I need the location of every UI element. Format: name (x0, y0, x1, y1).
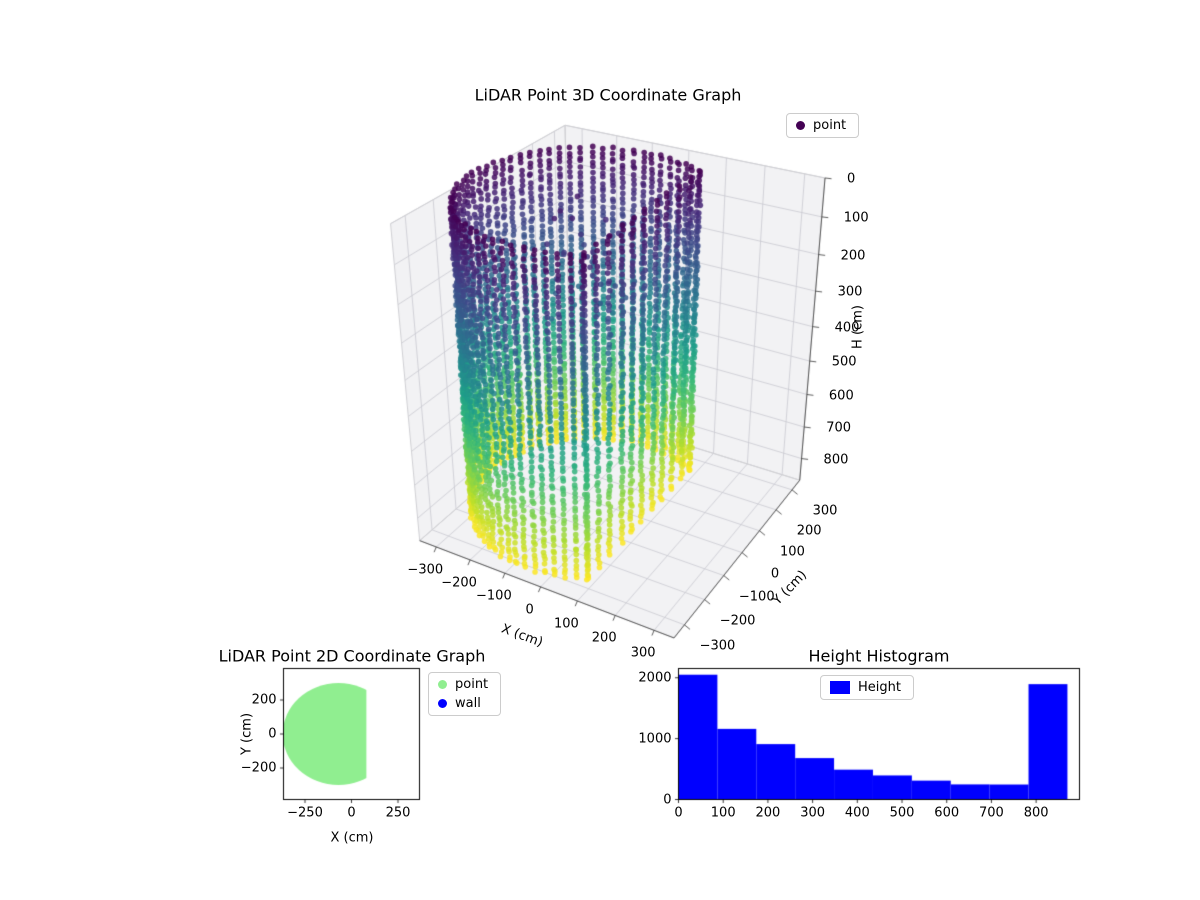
histogram-legend: Height (820, 675, 914, 700)
plot3d-x-tick-label: −200 (441, 575, 477, 591)
plot3d-h-tick-label: 400 (834, 320, 860, 336)
plot3d-x-tick-label: 0 (525, 602, 534, 618)
plot2d-x-tick-label: 250 (385, 805, 411, 820)
plot2d-legend-item-wall: wall (438, 697, 488, 710)
point-marker-icon (796, 121, 805, 130)
plot2d-legend-label-point: point (455, 677, 489, 692)
plot3d-h-tick-label: 300 (837, 284, 863, 300)
histogram-x-tick-label: 500 (889, 805, 915, 820)
plot2d-y-tick-label: 0 (268, 726, 277, 742)
plot2d-y-tick-label: −200 (240, 760, 277, 776)
plot2d-x-tick-label: −250 (287, 805, 323, 820)
histogram-y-tick-label: 0 (663, 792, 672, 807)
histogram-x-tick-label: 400 (844, 805, 870, 820)
plot3d-x-tick-label: 200 (591, 630, 617, 646)
plot2d-legend-label-wall: wall (455, 696, 481, 711)
plot3d-x-tick-label: 300 (630, 645, 656, 661)
histogram-x-tick-label: 0 (674, 805, 683, 820)
histogram-title: Height Histogram (808, 646, 950, 666)
plot3d-h-tick-label: 700 (826, 420, 852, 436)
plot3d-y-tick-label: −200 (719, 613, 756, 629)
histogram-x-tick-label: 100 (710, 805, 736, 820)
plot2d-x-tick-label: 0 (347, 805, 356, 820)
plot3d-y-tick-label: 300 (812, 503, 838, 519)
histogram-x-tick-label: 300 (800, 805, 826, 820)
plot3d-h-tick-label: 600 (828, 388, 854, 403)
histogram-x-tick-label: 800 (1023, 805, 1049, 820)
histogram-legend-label: Height (858, 680, 901, 695)
plot3d-h-tick-label: 200 (840, 248, 866, 264)
histogram-y-tick-label: 2000 (638, 670, 672, 686)
plot3d-h-tick-label: 100 (843, 210, 869, 226)
plot3d-title: LiDAR Point 3D Coordinate Graph (474, 85, 742, 105)
plot3d-legend-label: point (813, 118, 847, 133)
plot3d-y-tick-label: −300 (699, 638, 736, 654)
histogram-x-tick-label: 700 (979, 805, 1004, 820)
plot3d-h-tick-label: 0 (847, 171, 856, 187)
plot2d-ylabel: Y (cm) (239, 712, 255, 756)
height-bar-marker-icon (830, 681, 850, 694)
plot3d-legend-item-point: point (796, 119, 846, 132)
histogram-x-tick-label: 200 (755, 805, 781, 820)
plot3d-h-tick-label: 800 (823, 452, 849, 468)
plot3d-y-tick-label: 200 (796, 523, 822, 539)
plot3d-x-tick-label: −100 (476, 588, 512, 604)
histogram-y-tick-label: 1000 (638, 731, 672, 747)
plot3d-y-tick-label: 100 (780, 544, 805, 560)
plot3d-x-tick-label: −300 (407, 562, 444, 578)
plot2d-legend: point wall (428, 672, 502, 716)
point-marker-icon (438, 680, 447, 689)
histogram-legend-item-height: Height (830, 681, 901, 694)
plot3d-y-tick-label: 0 (770, 566, 780, 582)
plot2d-title: LiDAR Point 2D Coordinate Graph (218, 646, 486, 666)
plot2d-legend-item-point: point (438, 678, 488, 691)
plot3d-x-tick-label: 100 (553, 616, 579, 632)
wall-marker-icon (438, 699, 447, 708)
plot2d-y-tick-label: 200 (251, 692, 277, 708)
plot3d-legend: point (786, 113, 860, 138)
plot3d-h-tick-label: 500 (831, 354, 857, 370)
plot2d-xlabel: X (cm) (330, 830, 374, 846)
plot3d-y-tick-label: −100 (738, 589, 775, 605)
histogram-x-tick-label: 600 (934, 805, 960, 820)
